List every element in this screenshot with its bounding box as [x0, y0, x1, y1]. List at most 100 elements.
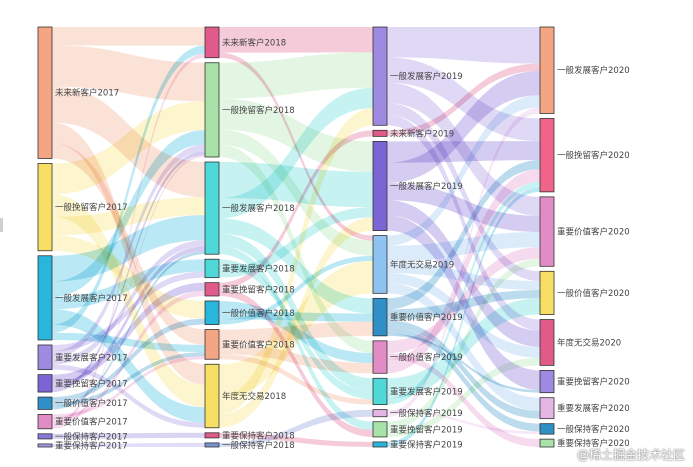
sankey-node[interactable]	[539, 26, 555, 114]
sankey-node-label: 重要价值客户2020	[557, 227, 630, 238]
sankey-node-label: 重要发展客户2018	[222, 263, 295, 274]
sankey-node-label: 重要发展客户2020	[557, 403, 630, 414]
sankey-node[interactable]	[37, 163, 53, 252]
sankey-link	[52, 352, 205, 407]
sankey-node[interactable]	[204, 442, 220, 448]
sankey-node-label: 一般挽留客户2020	[557, 150, 630, 161]
sankey-node-label: 一般价值客户2019	[390, 352, 463, 363]
sankey-node[interactable]	[539, 423, 555, 435]
sankey-node-label: 一般保持客户2020	[557, 424, 630, 435]
sankey-node[interactable]	[539, 118, 555, 193]
sankey-node-label: 年度无交易2020	[557, 337, 621, 348]
sankey-link	[387, 320, 540, 419]
sankey-link	[219, 108, 373, 415]
left-edge-marker	[0, 218, 3, 232]
sankey-node[interactable]	[372, 377, 388, 406]
sankey-link	[52, 309, 205, 423]
sankey-node[interactable]	[204, 300, 220, 325]
sankey-node-label: 重要挽留客户2020	[557, 377, 630, 388]
sankey-link	[387, 187, 540, 447]
sankey-link	[219, 144, 373, 354]
sankey-node[interactable]	[37, 255, 53, 341]
sankey-node-label: 一般价值客户2020	[557, 288, 630, 299]
sankey-node[interactable]	[37, 433, 53, 440]
sankey-link	[387, 327, 540, 432]
sankey-link	[219, 233, 373, 391]
sankey-node-label: 重要价值客户2019	[390, 312, 463, 323]
sankey-node[interactable]	[204, 282, 220, 297]
sankey-node[interactable]	[204, 161, 220, 255]
sankey-link	[387, 27, 540, 64]
sankey-link	[219, 130, 373, 289]
sankey-link	[52, 364, 205, 428]
sankey-node[interactable]	[204, 62, 220, 158]
sankey-node[interactable]	[37, 26, 53, 159]
sankey-link	[387, 103, 540, 282]
sankey-link	[52, 45, 205, 102]
sankey-node[interactable]	[372, 421, 388, 438]
sankey-node[interactable]	[372, 409, 388, 418]
sankey-node[interactable]	[539, 270, 555, 315]
sankey-node-label: 重要价值客户2018	[222, 339, 295, 350]
sankey-node-label: 一般挽留客户2017	[55, 202, 128, 213]
sankey-link	[387, 160, 540, 310]
sankey-link	[52, 318, 205, 403]
sankey-link	[387, 95, 540, 246]
sankey-node-label: 重要保持客户2019	[390, 439, 463, 450]
sankey-node-label: 重要保持客户2018	[222, 430, 295, 441]
sankey-link	[52, 282, 205, 383]
sankey-node[interactable]	[37, 344, 53, 371]
sankey-node[interactable]	[539, 319, 555, 366]
sankey-node[interactable]	[539, 438, 555, 448]
sankey-node[interactable]	[37, 414, 53, 430]
sankey-node-label: 重要发展客户2017	[55, 352, 128, 363]
sankey-link	[52, 27, 205, 46]
sankey-link	[219, 217, 373, 428]
sankey-link	[52, 356, 205, 418]
sankey-node-label: 未来新客户2018	[222, 37, 286, 48]
sankey-node-label: 一般发展客户2020	[557, 65, 630, 76]
sankey-node[interactable]	[372, 441, 388, 448]
sankey-link	[52, 53, 205, 427]
sankey-node-label: 未来新客户2019	[390, 128, 454, 139]
sankey-node[interactable]	[372, 26, 388, 126]
sankey-node-label: 一般挽留客户2018	[222, 105, 295, 116]
sankey-link	[52, 251, 205, 410]
sankey-node[interactable]	[539, 370, 555, 394]
sankey-link	[52, 290, 205, 423]
sankey-node-label: 年度无交易2019	[390, 259, 454, 270]
sankey-node[interactable]	[372, 129, 388, 137]
sankey-node[interactable]	[204, 432, 220, 439]
sankey-node-label: 一般价值客户2017	[55, 398, 128, 409]
sankey-node[interactable]	[372, 235, 388, 294]
sankey-node[interactable]	[539, 196, 555, 267]
sankey-link	[52, 45, 205, 333]
watermark: @稀土掘金技术社区	[576, 448, 685, 462]
sankey-link	[52, 442, 205, 447]
sankey-link	[52, 240, 205, 365]
sankey-node-label: 一般发展客户2017	[55, 293, 128, 304]
sankey-link	[387, 63, 540, 137]
sankey-node[interactable]	[372, 140, 388, 231]
sankey-node-label: 一般保持客户2019	[390, 408, 463, 419]
sankey-node[interactable]	[204, 26, 220, 59]
sankey-link	[219, 255, 373, 325]
sankey-node[interactable]	[372, 297, 388, 337]
sankey-link	[52, 155, 205, 429]
sankey-link	[387, 169, 540, 374]
sankey-link	[387, 247, 540, 354]
sankey-link	[387, 141, 540, 163]
sankey-node[interactable]	[204, 329, 220, 360]
sankey-link	[387, 409, 540, 435]
sankey-node[interactable]	[372, 340, 388, 374]
sankey-node[interactable]	[37, 443, 53, 448]
sankey-node-label: 重要发展客户2019	[390, 386, 463, 397]
sankey-node[interactable]	[204, 363, 220, 429]
sankey-node-label: 重要挽留客户2017	[55, 378, 128, 389]
sankey-node[interactable]	[204, 258, 220, 279]
sankey-link	[52, 130, 205, 297]
labels-layer: 未来新客户2017 一般挽留客户2017 一般发展客户2017 重要发展客户2017 重…	[55, 37, 630, 451]
sankey-node[interactable]	[539, 397, 555, 420]
sankey-node[interactable]	[37, 374, 53, 393]
sankey-node[interactable]	[37, 396, 53, 410]
